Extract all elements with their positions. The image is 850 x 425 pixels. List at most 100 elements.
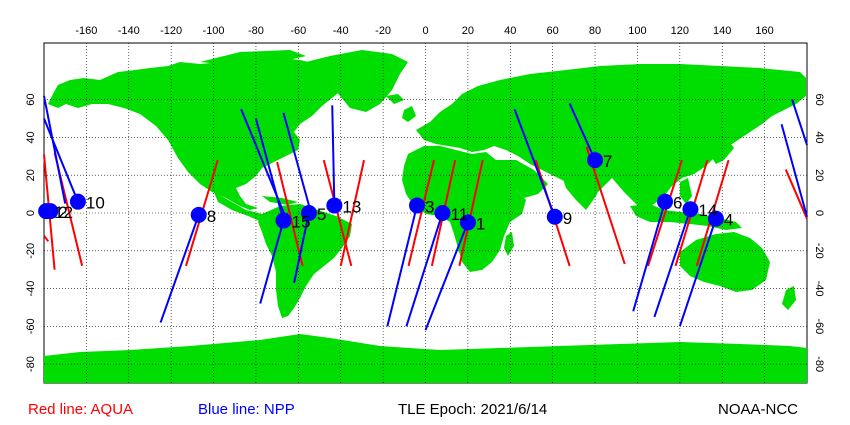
lon-tick-top: -60	[290, 25, 306, 37]
land-greenland	[306, 50, 408, 112]
land-north-america	[54, 55, 356, 210]
aqua-track	[784, 169, 808, 220]
npp-track	[568, 103, 596, 161]
lat-tick-left: -60	[25, 318, 37, 334]
land-alaska-tip	[48, 92, 66, 108]
satellite-position-label: 10	[86, 194, 105, 213]
land-japan	[712, 140, 734, 164]
npp-track	[513, 108, 556, 218]
legend-aqua: Red line: AQUA	[28, 401, 134, 418]
land-arctic-islands	[200, 50, 306, 66]
npp-track	[282, 112, 313, 214]
satellite-position-label: 12	[54, 203, 73, 222]
npp-track	[386, 205, 418, 327]
satellite-position-marker	[38, 203, 55, 220]
satellite-position-label: 15	[291, 213, 310, 232]
lon-tick-top: -160	[75, 25, 97, 37]
land-madagascar	[504, 232, 514, 256]
lat-tick-left: -80	[25, 356, 37, 372]
tle-epoch: TLE Epoch: 2021/6/14	[398, 401, 548, 418]
satellite-position-marker	[69, 193, 86, 210]
satellite-position-marker	[275, 212, 292, 229]
satellite-position-marker	[546, 208, 563, 225]
land-uk	[402, 106, 416, 122]
satellite-position-marker	[300, 205, 317, 221]
npp-track	[780, 123, 808, 218]
lon-tick-top: 140	[713, 25, 731, 37]
lon-tick-top: -80	[248, 25, 264, 37]
satellite-position-marker	[459, 214, 476, 231]
satellite-position-marker	[326, 197, 343, 214]
npp-track	[159, 214, 200, 323]
satellite-position-marker	[682, 201, 699, 218]
satellite-position-label: 4	[724, 211, 733, 230]
npp-track	[331, 105, 336, 206]
npp-track	[43, 118, 79, 203]
satellite-position-label: 2	[58, 203, 67, 222]
satellite-position-label: 14	[698, 201, 717, 220]
lon-tick-top: -40	[333, 25, 349, 37]
satellite-position-label: 9	[563, 209, 572, 228]
lat-tick-right: -60	[813, 318, 825, 334]
lon-tick-top: 60	[547, 25, 559, 37]
lat-tick-right: 40	[813, 131, 825, 143]
aqua-track	[339, 159, 366, 267]
land-caribbean	[262, 196, 298, 205]
lat-tick-right: 60	[813, 94, 825, 106]
lon-tick-top: 20	[462, 25, 474, 37]
lat-tick-right: -80	[813, 356, 825, 372]
npp-track	[405, 212, 444, 327]
aqua-track	[458, 159, 484, 267]
satellite-position-label: 8	[207, 207, 216, 226]
orbit-tracks	[43, 95, 808, 331]
lat-tick-right: -40	[813, 281, 825, 297]
lon-tick-top: 160	[755, 25, 773, 37]
lon-tick-top: -140	[118, 25, 140, 37]
lat-lon-grid	[44, 43, 807, 383]
lon-tick-top: 40	[504, 25, 516, 37]
lat-tick-left: 0	[25, 210, 37, 216]
lon-tick-top: 120	[671, 25, 689, 37]
legend-npp: Blue line: NPP	[198, 401, 295, 418]
data-source: NOAA-NCC	[718, 401, 799, 418]
lon-tick-top: -100	[203, 25, 225, 37]
satellite-position-marker	[587, 152, 604, 169]
satellite-position-label: 5	[317, 205, 326, 224]
land-arabia	[496, 160, 548, 198]
satellite-position-marker	[434, 205, 451, 221]
aqua-track	[276, 161, 304, 267]
lat-tick-left: 60	[25, 94, 37, 106]
satellite-position-label: 6	[673, 194, 682, 213]
npp-track	[678, 218, 717, 327]
satellite-position-label: 3	[425, 197, 434, 216]
lat-tick-left: -40	[25, 281, 37, 297]
land-new-zealand	[782, 286, 796, 310]
npp-track	[293, 212, 310, 284]
axis-tick-labels: -160 -140 -120 -100 -80 -60 -40 -20 0 20 40 60 80 100…	[25, 25, 825, 372]
lat-tick-left: 40	[25, 131, 37, 143]
land-eurasia	[416, 64, 806, 210]
satellite-position-label: 11	[450, 205, 468, 224]
satellite-position-marker	[656, 193, 673, 210]
land-india	[562, 176, 602, 210]
satellite-position-marker	[409, 197, 426, 214]
land-south-america	[258, 204, 352, 318]
lon-tick-top: -20	[375, 25, 391, 37]
aqua-track	[43, 235, 50, 242]
satellite-position-label: 7	[603, 152, 612, 171]
land-philippines	[680, 178, 692, 204]
lon-tick-top: 80	[589, 25, 601, 37]
land-africa	[402, 146, 526, 272]
aqua-track	[322, 159, 353, 267]
lon-tick-top: 100	[628, 25, 646, 37]
lat-tick-right: -20	[813, 243, 825, 259]
npp-track	[632, 201, 666, 312]
lon-tick-top: -120	[160, 25, 182, 37]
lat-tick-left: -20	[25, 243, 37, 259]
lat-tick-right: 0	[813, 210, 825, 216]
satellite-position-marker	[707, 210, 724, 227]
npp-track	[653, 208, 692, 318]
land-iceland	[386, 94, 404, 104]
